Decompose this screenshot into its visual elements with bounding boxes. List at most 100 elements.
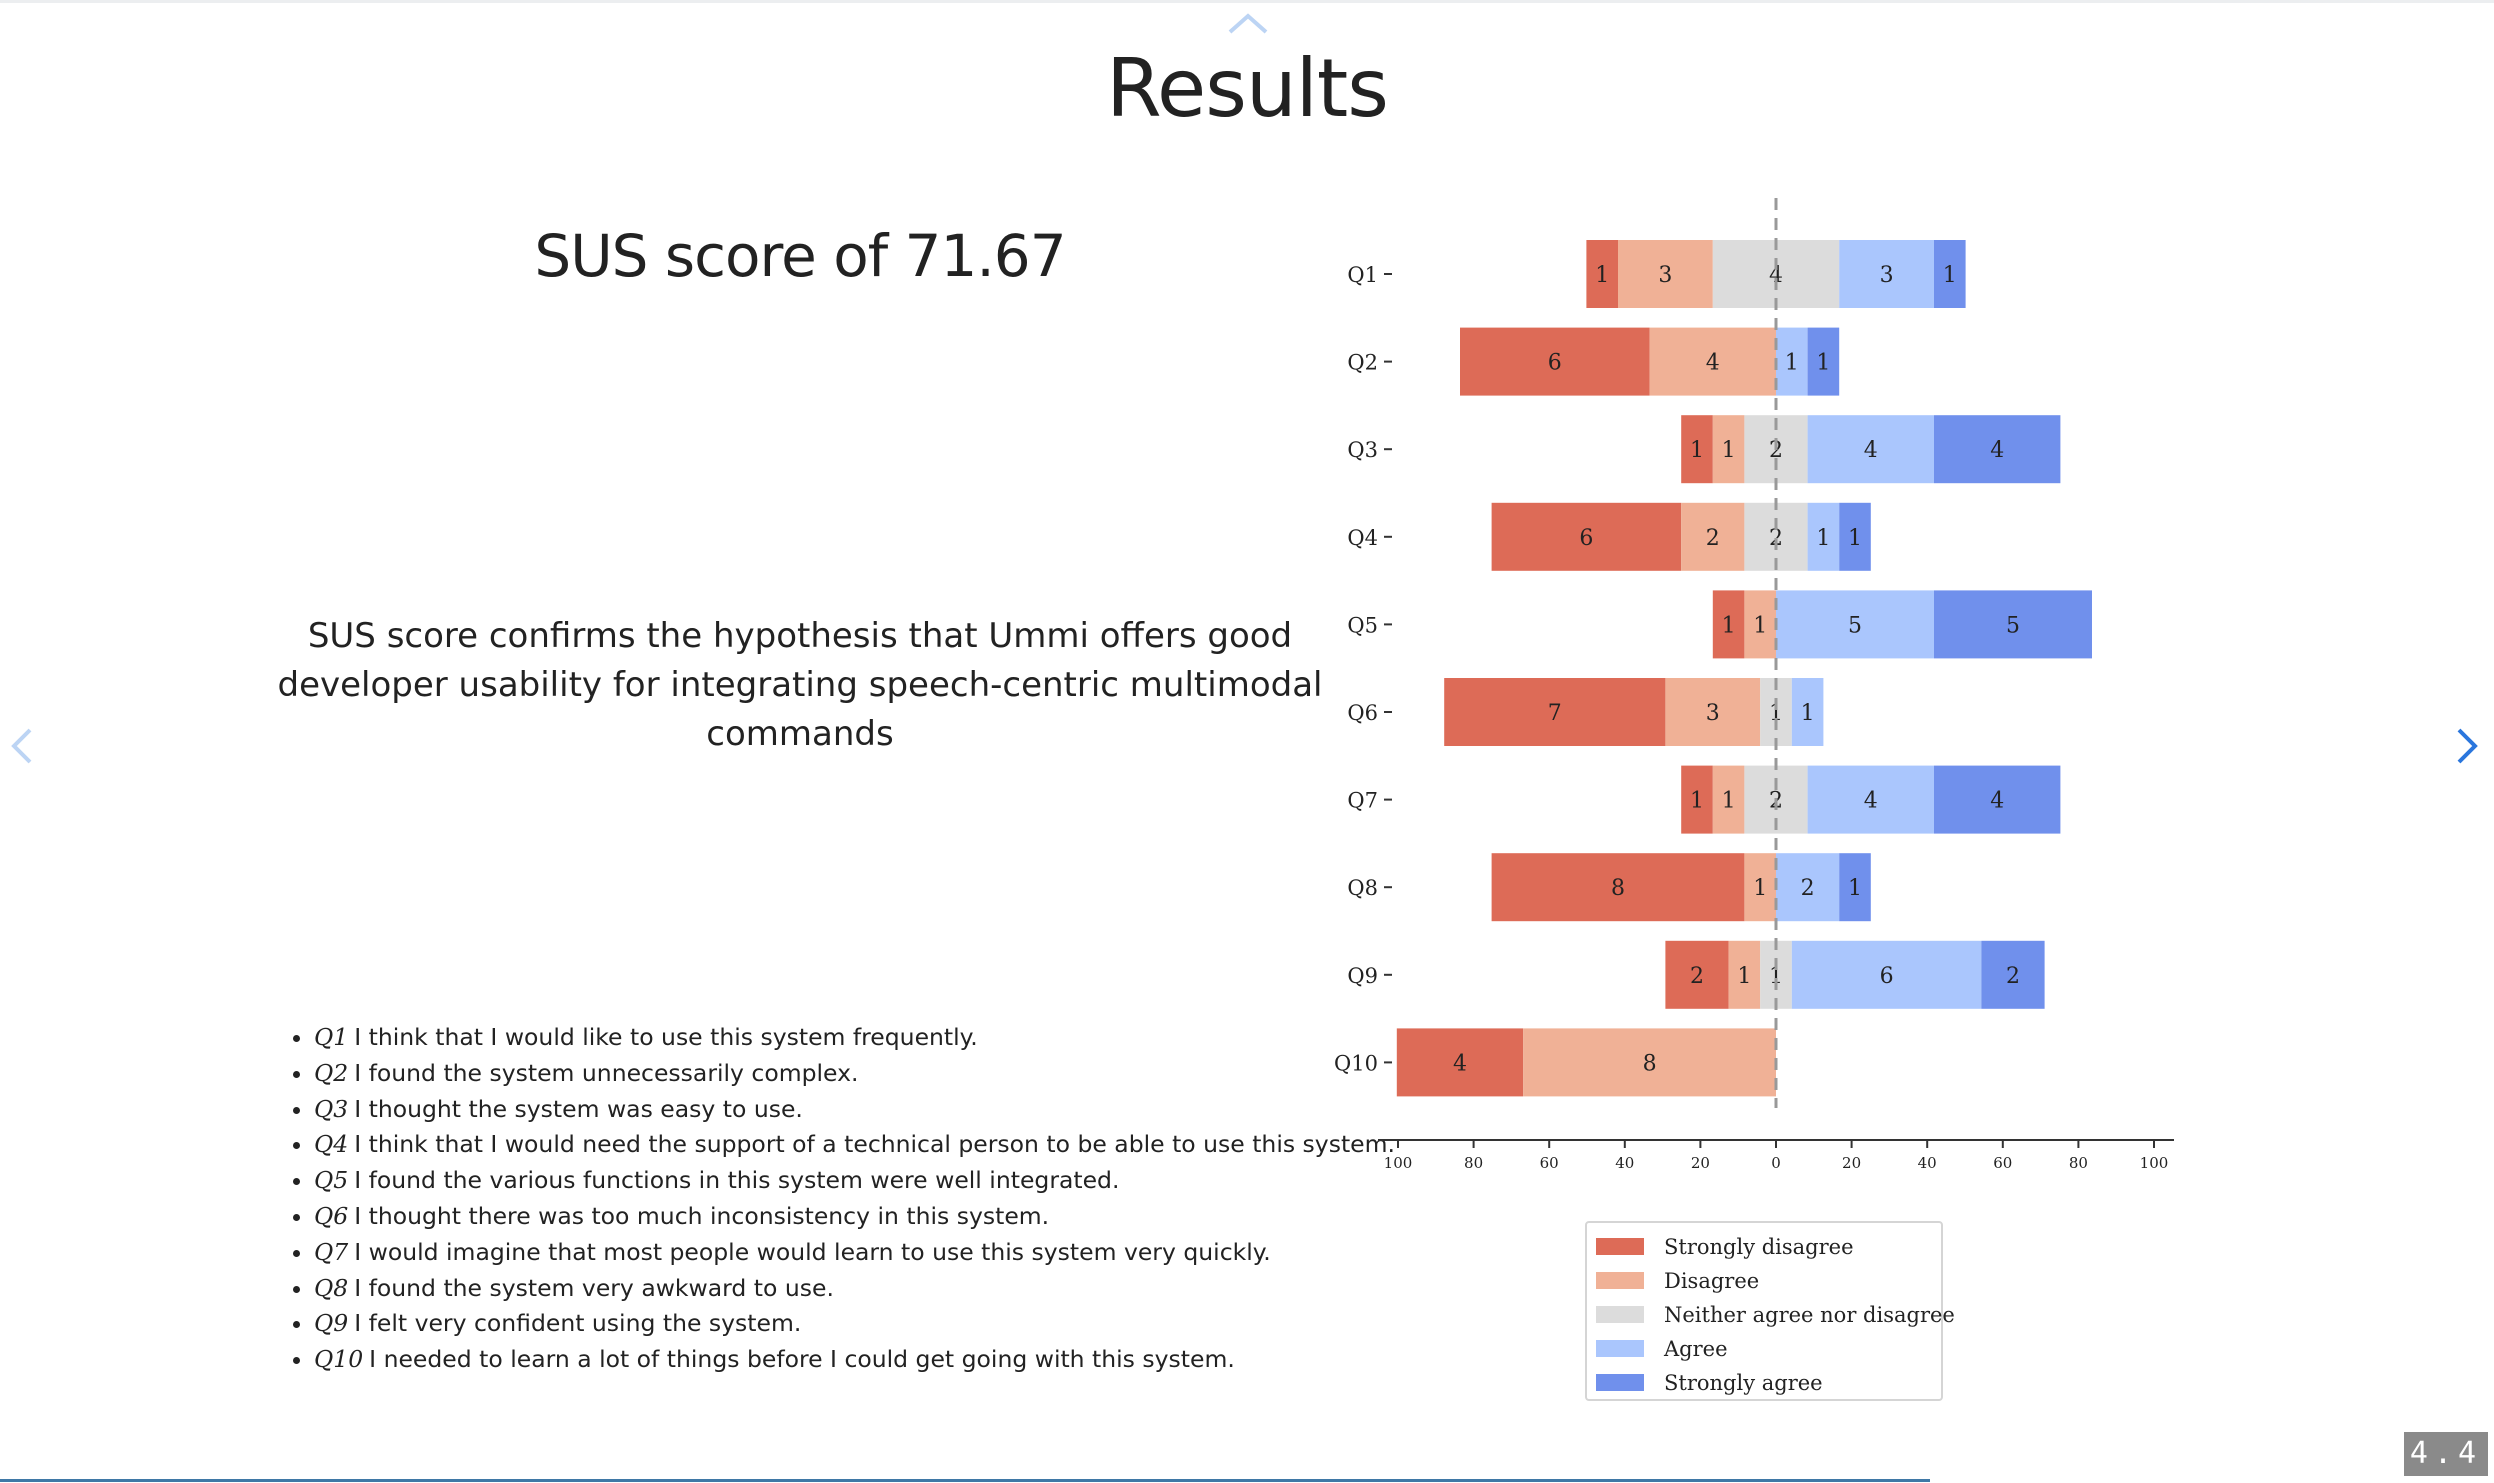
bar-segment bbox=[1981, 940, 2045, 1009]
bar-data-label: 2 bbox=[2006, 964, 2020, 989]
bar-data-label: 6 bbox=[1548, 351, 1562, 376]
bar-segment bbox=[1491, 502, 1682, 571]
legend-label: Strongly disagree bbox=[1664, 1235, 1854, 1259]
chevron-up-icon bbox=[1228, 13, 1268, 34]
bar-segment bbox=[1839, 502, 1871, 571]
bar-data-label: 5 bbox=[1848, 613, 1862, 638]
bar-data-label: 4 bbox=[1990, 438, 2004, 463]
question-id: Q3 bbox=[314, 1094, 349, 1123]
question-id: Q9 bbox=[314, 1309, 349, 1338]
bar-segment bbox=[1807, 502, 1840, 571]
bar-data-label: 1 bbox=[1801, 701, 1815, 726]
question-text: I would imagine that most people would l… bbox=[354, 1237, 1271, 1266]
bar-data-label: 4 bbox=[1769, 263, 1783, 288]
bar-segment bbox=[1791, 940, 1982, 1009]
bar-data-label: 6 bbox=[1880, 964, 1894, 989]
nav-left-button[interactable] bbox=[10, 726, 34, 766]
bar-segment bbox=[1839, 240, 1934, 308]
question-item: Q3I thought the system was easy to use. bbox=[314, 1092, 1394, 1128]
bar-data-label: 1 bbox=[1753, 876, 1767, 901]
bar-segment bbox=[1396, 1028, 1524, 1097]
x-tick-label: 60 bbox=[1993, 1154, 2012, 1172]
question-text: I think that I would like to use this sy… bbox=[354, 1023, 978, 1051]
bar-segment bbox=[1712, 240, 1840, 308]
bar-data-label: 3 bbox=[1706, 701, 1720, 726]
bar-data-label: 1 bbox=[1722, 613, 1736, 638]
question-item: Q2I found the system unnecessarily compl… bbox=[314, 1056, 1394, 1092]
bar-data-label: 3 bbox=[1658, 263, 1672, 288]
bar-segment bbox=[1586, 240, 1618, 308]
bar-data-label: 4 bbox=[1990, 789, 2004, 814]
bar-data-label: 1 bbox=[1722, 789, 1736, 814]
y-tick-label: Q4 bbox=[1347, 526, 1378, 550]
bar-segment bbox=[1712, 765, 1745, 834]
bar-segment bbox=[1744, 590, 1776, 659]
question-id: Q7 bbox=[314, 1237, 349, 1266]
legend-swatch bbox=[1596, 1238, 1644, 1255]
question-item: Q1I think that I would like to use this … bbox=[314, 1020, 1394, 1056]
question-text: I found the various functions in this sy… bbox=[354, 1166, 1120, 1195]
bar-data-label: 1 bbox=[1769, 701, 1783, 726]
bar-data-label: 2 bbox=[1690, 964, 1704, 989]
question-text: I found the system unnecessarily complex… bbox=[354, 1058, 859, 1087]
bar-segment bbox=[1791, 678, 1824, 746]
page-number: 4.4 bbox=[2404, 1432, 2488, 1476]
bar-data-label: 1 bbox=[1722, 438, 1736, 463]
question-text: I found the system very awkward to use. bbox=[354, 1273, 834, 1302]
x-tick-label: 80 bbox=[1464, 1154, 1483, 1172]
x-tick-label: 80 bbox=[2069, 1154, 2088, 1172]
chevron-right-icon bbox=[2457, 728, 2478, 764]
legend-swatch bbox=[1596, 1374, 1644, 1391]
bar-data-label: 1 bbox=[1848, 526, 1862, 551]
bar-data-label: 8 bbox=[1643, 1051, 1657, 1076]
legend-label: Strongly agree bbox=[1664, 1371, 1823, 1395]
bar-data-label: 1 bbox=[1595, 263, 1609, 288]
bar-segment bbox=[1776, 327, 1808, 396]
bar-data-label: 5 bbox=[2006, 613, 2020, 638]
bar-data-label: 4 bbox=[1864, 438, 1878, 463]
legend-swatch bbox=[1596, 1340, 1644, 1357]
bar-data-label: 1 bbox=[1737, 964, 1751, 989]
nav-up-button[interactable] bbox=[1226, 12, 1270, 36]
bar-data-label: 6 bbox=[1579, 526, 1593, 551]
legend-swatch bbox=[1596, 1306, 1644, 1323]
bar-segment bbox=[1681, 415, 1713, 484]
y-tick-label: Q10 bbox=[1334, 1051, 1378, 1075]
x-tick-label: 100 bbox=[1384, 1154, 1413, 1172]
question-list: Q1I think that I would like to use this … bbox=[282, 1020, 1395, 1378]
bar-data-label: 1 bbox=[1816, 526, 1830, 551]
x-tick-label: 20 bbox=[1842, 1154, 1861, 1172]
question-item: Q8I found the system very awkward to use… bbox=[314, 1271, 1394, 1307]
question-id: Q1 bbox=[314, 1023, 349, 1051]
bar-segment bbox=[1460, 327, 1650, 396]
bar-data-label: 1 bbox=[1769, 964, 1783, 989]
bar-data-label: 4 bbox=[1453, 1051, 1467, 1076]
bar-segment bbox=[1760, 940, 1792, 1009]
nav-right-button[interactable] bbox=[2455, 726, 2479, 766]
y-tick-label: Q5 bbox=[1347, 613, 1378, 637]
bar-segment bbox=[1712, 415, 1745, 484]
bar-segment bbox=[1934, 415, 2061, 484]
bar-segment bbox=[1523, 1028, 1776, 1097]
bar-data-label: 1 bbox=[1943, 263, 1957, 288]
question-item: Q6I thought there was too much inconsist… bbox=[314, 1199, 1394, 1235]
legend-swatch bbox=[1596, 1272, 1644, 1289]
bar-segment bbox=[1934, 765, 2061, 834]
x-tick-label: 60 bbox=[1540, 1154, 1559, 1172]
bar-data-label: 1 bbox=[1690, 438, 1704, 463]
question-text: I felt very confident using the system. bbox=[354, 1309, 802, 1338]
bar-segment bbox=[1665, 940, 1729, 1009]
question-id: Q6 bbox=[314, 1201, 349, 1230]
question-id: Q8 bbox=[314, 1273, 349, 1302]
question-item: Q9I felt very confident using the system… bbox=[314, 1306, 1394, 1342]
bar-segment bbox=[1681, 765, 1713, 834]
question-item: Q7I would imagine that most people would… bbox=[314, 1235, 1394, 1271]
bar-segment bbox=[1744, 853, 1776, 922]
bar-data-label: 4 bbox=[1706, 351, 1720, 376]
legend-label: Agree bbox=[1663, 1337, 1728, 1361]
bar-data-label: 2 bbox=[1801, 876, 1815, 901]
x-tick-label: 40 bbox=[1918, 1154, 1937, 1172]
question-id: Q4 bbox=[314, 1130, 349, 1159]
chevron-left-icon bbox=[11, 728, 32, 764]
bar-segment bbox=[1444, 678, 1666, 746]
